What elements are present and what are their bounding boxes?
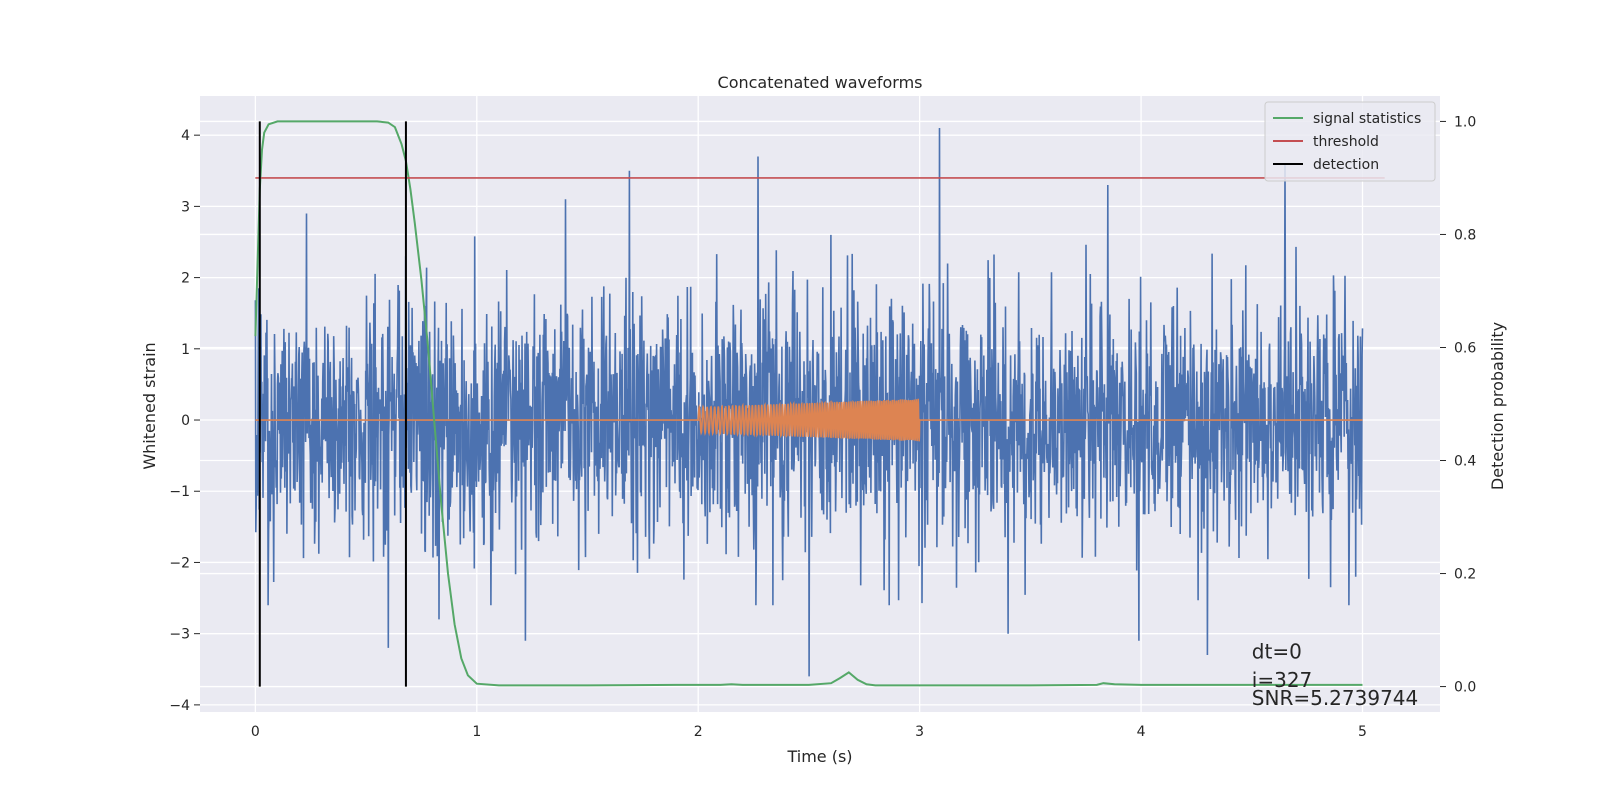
annotation-text: i=327: [1252, 668, 1313, 692]
annotation-text: dt=0: [1252, 640, 1302, 664]
x-tick-label: 2: [694, 724, 703, 740]
y-tick-label: 4: [181, 128, 190, 144]
y-tick-label: −4: [169, 698, 190, 714]
y-tick-label: −1: [169, 484, 190, 500]
y2-tick-label: 1.0: [1454, 114, 1476, 130]
x-tick-label: 0: [251, 724, 260, 740]
y2-tick-label: 0.4: [1454, 454, 1476, 470]
x-tick-label: 1: [472, 724, 481, 740]
x-tick-label: 4: [1137, 724, 1146, 740]
annotation-text: SNR=5.2739744: [1252, 686, 1418, 710]
y2-tick-label: 0.0: [1454, 680, 1476, 696]
legend-label: signal statistics: [1313, 111, 1421, 127]
plot-series: [254, 120, 1385, 687]
y2-tick-label: 0.8: [1454, 227, 1476, 243]
y-axis-label: Whitened strain: [140, 342, 159, 469]
y-tick-label: −2: [169, 555, 190, 571]
y-tick-label: 3: [181, 199, 190, 215]
x-tick-label: 3: [915, 724, 924, 740]
x-axis-label: Time (s): [786, 747, 852, 766]
y2-axis-label: Detection probability: [1488, 322, 1507, 490]
y-tick-label: 0: [181, 413, 190, 429]
chart-title: Concatenated waveforms: [718, 73, 923, 92]
y2-tick-label: 0.6: [1454, 340, 1476, 356]
legend-label: detection: [1313, 157, 1379, 173]
legend: signal statistics threshold detection: [1264, 101, 1436, 182]
y-tick-label: 1: [181, 342, 190, 358]
ticks: 0 1 2 3 4 5 −4 −3 −2 −1 0 1 2 3 4 0.0 0.2 0.4 0.6 0.8 1.0: [169, 114, 1476, 740]
signal-statistics-line: [254, 120, 1363, 687]
y2-tick-label: 0.2: [1454, 567, 1476, 583]
x-tick-label: 5: [1358, 724, 1367, 740]
y-tick-label: −3: [169, 627, 190, 643]
legend-label: threshold: [1313, 134, 1379, 150]
strain-noise-line: [254, 127, 1364, 677]
legend-box: [1264, 101, 1436, 182]
injected-waveform-line: [255, 398, 1363, 442]
y-tick-label: 2: [181, 271, 190, 287]
